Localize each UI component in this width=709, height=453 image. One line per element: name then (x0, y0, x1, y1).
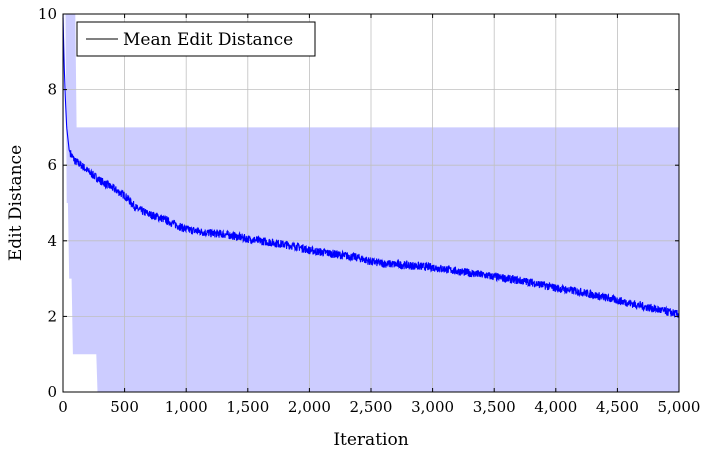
y-axis-label: Edit Distance (6, 145, 26, 261)
x-axis-ticks: 0 500 1,000 1,500 2,000 2,500 3,000 3,500 4,000 4… (58, 14, 700, 416)
y-tick-label-0: 0 (47, 383, 57, 401)
legend-label: Mean Edit Distance (123, 30, 293, 50)
x-tick-label-5: 2,500 (350, 398, 393, 416)
x-tick-label-4: 2,000 (288, 398, 331, 416)
series-layer (62, 17, 680, 318)
x-tick-label-1: 500 (110, 398, 139, 416)
y-tick-label-5: 10 (38, 5, 57, 23)
legend: Mean Edit Distance (76, 21, 316, 57)
y-tick-label-3: 6 (47, 156, 57, 174)
x-tick-label-8: 4,000 (534, 398, 577, 416)
x-tick-label-0: 0 (58, 398, 68, 416)
x-tick-label-7: 3,500 (473, 398, 516, 416)
y-tick-label-1: 2 (47, 307, 57, 325)
x-axis-label: Iteration (333, 430, 408, 450)
x-tick-label-6: 3,000 (411, 398, 454, 416)
y-tick-label-2: 4 (47, 232, 57, 250)
y-axis-ticks: 0 2 4 6 8 10 (38, 5, 679, 401)
series-line-mean-edit-distance (62, 17, 680, 318)
x-tick-label-9: 4,500 (596, 398, 639, 416)
x-tick-label-2: 1,000 (165, 398, 208, 416)
y-tick-label-4: 8 (47, 81, 57, 99)
x-tick-label-10: 5,000 (658, 398, 701, 416)
x-tick-label-3: 1,500 (226, 398, 269, 416)
